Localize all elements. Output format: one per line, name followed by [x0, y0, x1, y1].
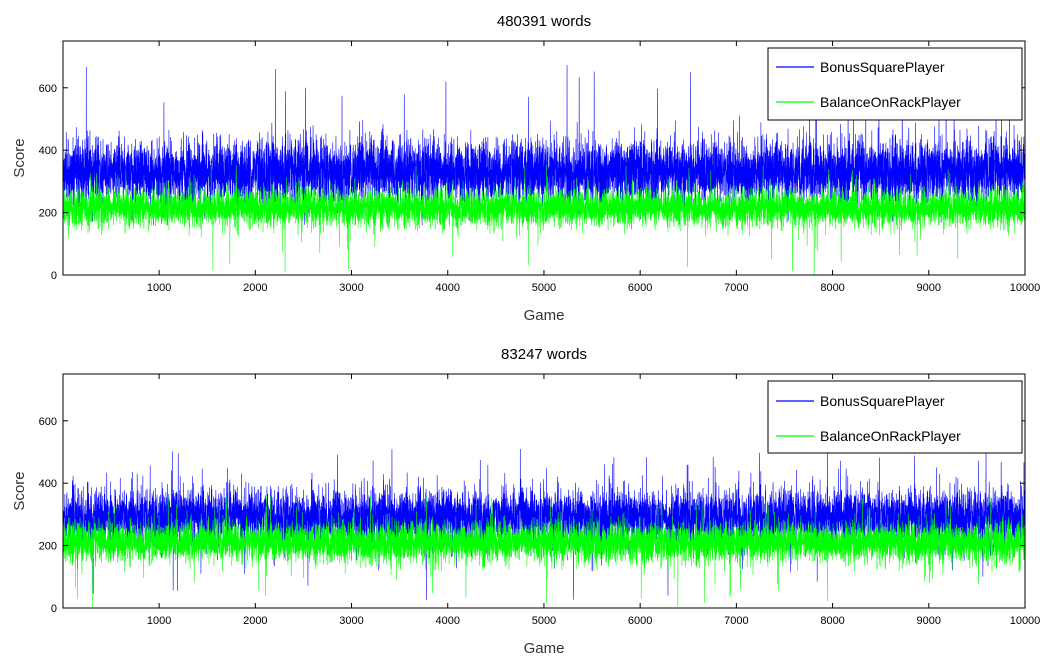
chart-bottom-legend-label-balance: BalanceOnRackPlayer	[820, 428, 961, 444]
x-tick-label-2000: 2000	[243, 282, 267, 294]
x-tick-label-8000: 8000	[820, 615, 844, 627]
x-tick-label-1000: 1000	[147, 615, 171, 627]
x-tick-label-10000: 10000	[1010, 282, 1041, 294]
chart-top-legend-box	[767, 47, 1023, 121]
y-tick-label-0: 0	[51, 603, 57, 615]
y-tick-label-400: 400	[39, 145, 57, 157]
series-line-bonussquareplayer	[63, 62, 1025, 226]
chart-top-ticks: 1000 2000 3000 4000 5000 6000 7000 8000 9000 1000…	[39, 41, 1041, 294]
chart-top-legend: BonusSquarePlayer BalanceOnRackPlayer	[767, 47, 1023, 121]
x-tick-label-6000: 6000	[628, 615, 652, 627]
y-tick-label-0: 0	[51, 270, 57, 282]
series-line-balanceonrackplayer	[63, 162, 1025, 275]
chart-bottom-xlabel: Game	[524, 640, 565, 657]
chart-bottom-title: 83247 words	[501, 346, 587, 363]
chart-bottom-ticks: 1000 2000 3000 4000 5000 6000 7000 8000 9000 1000…	[39, 374, 1041, 627]
x-tick-label-9000: 9000	[917, 615, 941, 627]
y-tick-label-400: 400	[39, 478, 57, 490]
chart-top-legend-label-bonus: BonusSquarePlayer	[820, 59, 945, 75]
chart-bottom-series-group	[63, 448, 1025, 608]
chart-top-xlabel: Game	[524, 307, 565, 324]
series-line-balanceonrackplayer	[63, 495, 1025, 608]
y-tick-label-200: 200	[39, 541, 57, 553]
x-tick-label-7000: 7000	[724, 282, 748, 294]
chart-top-series-group	[63, 62, 1025, 275]
x-tick-label-8000: 8000	[820, 282, 844, 294]
chart-bottom-legend-box	[767, 380, 1023, 454]
y-tick-label-600: 600	[39, 416, 57, 428]
x-tick-label-5000: 5000	[532, 615, 556, 627]
x-tick-label-10000: 10000	[1010, 615, 1041, 627]
y-tick-label-600: 600	[39, 83, 57, 95]
x-tick-label-9000: 9000	[917, 282, 941, 294]
chart-bottom-legend-label-bonus: BonusSquarePlayer	[820, 393, 945, 409]
chart-bottom: 83247 words 1000 2000 3000 4000 5000 6000 7000…	[11, 346, 1040, 657]
x-tick-label-3000: 3000	[339, 615, 363, 627]
x-tick-label-7000: 7000	[724, 615, 748, 627]
chart-top: 480391 words 1000 2000 3000 4000 5000 6000 700…	[11, 13, 1040, 324]
chart-top-legend-label-balance: BalanceOnRackPlayer	[820, 94, 961, 110]
x-tick-label-3000: 3000	[339, 282, 363, 294]
chart-bottom-ylabel: Score	[11, 471, 28, 510]
chart-bottom-legend: BonusSquarePlayer BalanceOnRackPlayer	[767, 380, 1023, 454]
x-tick-label-1000: 1000	[147, 282, 171, 294]
chart-top-ylabel: Score	[11, 138, 28, 177]
x-tick-label-5000: 5000	[532, 282, 556, 294]
x-tick-label-6000: 6000	[628, 282, 652, 294]
series-line-bonussquareplayer	[63, 448, 1025, 601]
y-tick-label-200: 200	[39, 208, 57, 220]
x-tick-label-4000: 4000	[436, 282, 460, 294]
x-tick-label-4000: 4000	[436, 615, 460, 627]
x-tick-label-2000: 2000	[243, 615, 267, 627]
chart-top-title: 480391 words	[497, 13, 591, 30]
